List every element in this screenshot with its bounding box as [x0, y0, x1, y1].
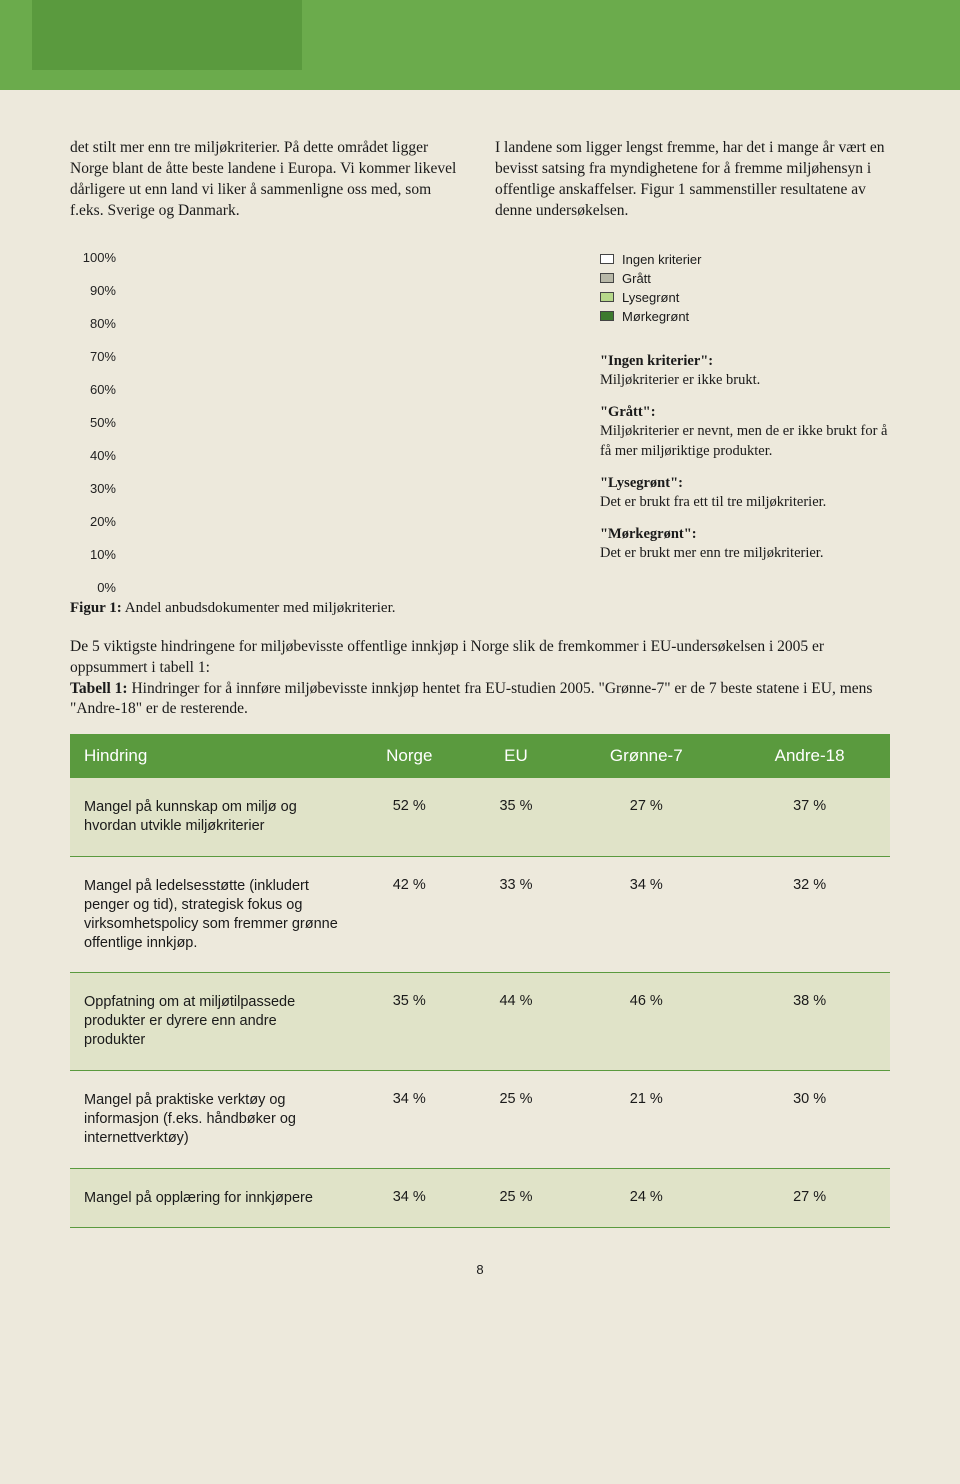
- table-column-header: EU: [469, 734, 564, 778]
- table-header-row: HindringNorgeEUGrønne-7Andre-18: [70, 734, 890, 778]
- legend-item: Mørkegrønt: [600, 309, 890, 324]
- def-2-body: Miljøkriterier er nevnt, men de er ikke …: [600, 423, 887, 459]
- figure-caption-label: Figur 1:: [70, 600, 122, 616]
- def-1-title: "Ingen kriterier":: [600, 353, 713, 369]
- table-intro: De 5 viktigste hindringene for miljøbevi…: [70, 637, 890, 721]
- y-tick-label: 20%: [70, 514, 116, 529]
- table-row: Oppfatning om at miljøtilpassede produkt…: [70, 973, 890, 1071]
- legend-swatch: [600, 254, 614, 264]
- table-cell: 46 %: [563, 973, 729, 1071]
- table-cell: 21 %: [563, 1070, 729, 1168]
- table-cell: 33 %: [469, 857, 564, 973]
- y-tick-label: 100%: [70, 250, 116, 265]
- legend-swatch: [600, 292, 614, 302]
- chart-definitions: "Ingen kriterier": Miljøkriterier er ikke…: [600, 352, 890, 564]
- table-cell: 34 %: [563, 857, 729, 973]
- legend-label: Ingen kriterier: [622, 252, 701, 267]
- legend-swatch: [600, 311, 614, 321]
- table-cell: 27 %: [563, 778, 729, 856]
- page-header-bar: [0, 0, 960, 90]
- table-cell: 25 %: [469, 1168, 564, 1228]
- intro-columns: det stilt mer enn tre miljøkriterier. På…: [70, 138, 890, 222]
- legend-item: Grått: [600, 271, 890, 286]
- table-row: Mangel på ledelsesstøtte (inkludert peng…: [70, 857, 890, 973]
- table-cell: 52 %: [350, 778, 469, 856]
- table-column-header: Grønne-7: [563, 734, 729, 778]
- def-4-title: "Mørkegrønt":: [600, 526, 697, 542]
- table-cell: Oppfatning om at miljøtilpassede produkt…: [70, 973, 350, 1071]
- intro-col-left: det stilt mer enn tre miljøkriterier. På…: [70, 138, 465, 222]
- table-cell: 35 %: [469, 778, 564, 856]
- table-cell: 42 %: [350, 857, 469, 973]
- def-3-body: Det er brukt fra ett til tre miljøkriter…: [600, 494, 826, 510]
- table-row: Mangel på praktiske verktøy og informasj…: [70, 1070, 890, 1168]
- table-cell: Mangel på praktiske verktøy og informasj…: [70, 1070, 350, 1168]
- table-cell: Mangel på opplæring for innkjøpere: [70, 1168, 350, 1228]
- y-tick-label: 50%: [70, 415, 116, 430]
- table-cell: 25 %: [469, 1070, 564, 1168]
- legend-label: Grått: [622, 271, 651, 286]
- def-2-title: "Grått":: [600, 404, 656, 420]
- table-cell: 34 %: [350, 1070, 469, 1168]
- legend-item: Ingen kriterier: [600, 252, 890, 267]
- y-tick-label: 80%: [70, 316, 116, 331]
- table-cell: 35 %: [350, 973, 469, 1071]
- figure-1-section: 100%90%80%70%60%50%40%30%20%10%0% Ingen …: [70, 250, 890, 590]
- table-body: Mangel på kunnskap om miljø og hvordan u…: [70, 778, 890, 1227]
- table-caption-text: Hindringer for å innføre miljøbevisste i…: [70, 680, 872, 718]
- table-cell: 37 %: [729, 778, 890, 856]
- table-cell: Mangel på kunnskap om miljø og hvordan u…: [70, 778, 350, 856]
- table-column-header: Norge: [350, 734, 469, 778]
- table-cell: 27 %: [729, 1168, 890, 1228]
- legend-swatch: [600, 273, 614, 283]
- table-cell: 44 %: [469, 973, 564, 1071]
- table-cell: 34 %: [350, 1168, 469, 1228]
- chart-legend-and-defs: Ingen kriterierGråttLysegrøntMørkegrønt …: [600, 250, 890, 590]
- legend-label: Mørkegrønt: [622, 309, 689, 324]
- def-4-body: Det er brukt mer enn tre miljøkriterier.: [600, 545, 823, 561]
- table-cell: 32 %: [729, 857, 890, 973]
- def-3-title: "Lysegrønt":: [600, 475, 683, 491]
- chart-legend: Ingen kriterier Grått Lysegrønt Mørkegrønt: [600, 252, 890, 324]
- chart-y-axis: 100%90%80%70%60%50%40%30%20%10%0%: [70, 250, 580, 590]
- y-tick-label: 0%: [70, 580, 116, 595]
- table-column-header: Hindring: [70, 734, 350, 778]
- y-tick-label: 10%: [70, 547, 116, 562]
- header-inset-block: [32, 0, 302, 70]
- y-tick-label: 90%: [70, 283, 116, 298]
- legend-label: Lysegrønt: [622, 290, 679, 305]
- figure-caption-text: Andel anbudsdokumenter med miljøkriterie…: [122, 600, 396, 616]
- table-cell: Mangel på ledelsesstøtte (inkludert peng…: [70, 857, 350, 973]
- hindringer-table: HindringNorgeEUGrønne-7Andre-18 Mangel p…: [70, 734, 890, 1228]
- table-column-header: Andre-18: [729, 734, 890, 778]
- y-tick-label: 40%: [70, 448, 116, 463]
- table-row: Mangel på opplæring for innkjøpere34 %25…: [70, 1168, 890, 1228]
- y-tick-label: 70%: [70, 349, 116, 364]
- figure-1-caption: Figur 1: Andel anbudsdokumenter med milj…: [70, 600, 890, 617]
- table-cell: 30 %: [729, 1070, 890, 1168]
- y-tick-label: 60%: [70, 382, 116, 397]
- page-number: 8: [0, 1248, 960, 1295]
- y-tick-label: 30%: [70, 481, 116, 496]
- table-intro-text: De 5 viktigste hindringene for miljøbevi…: [70, 638, 824, 676]
- page-content: det stilt mer enn tre miljøkriterier. På…: [0, 90, 960, 1248]
- table-row: Mangel på kunnskap om miljø og hvordan u…: [70, 778, 890, 856]
- table-cell: 38 %: [729, 973, 890, 1071]
- table-caption-label: Tabell 1:: [70, 680, 128, 697]
- def-1-body: Miljøkriterier er ikke brukt.: [600, 372, 760, 388]
- table-cell: 24 %: [563, 1168, 729, 1228]
- legend-item: Lysegrønt: [600, 290, 890, 305]
- intro-col-right: I landene som ligger lengst fremme, har …: [495, 138, 890, 222]
